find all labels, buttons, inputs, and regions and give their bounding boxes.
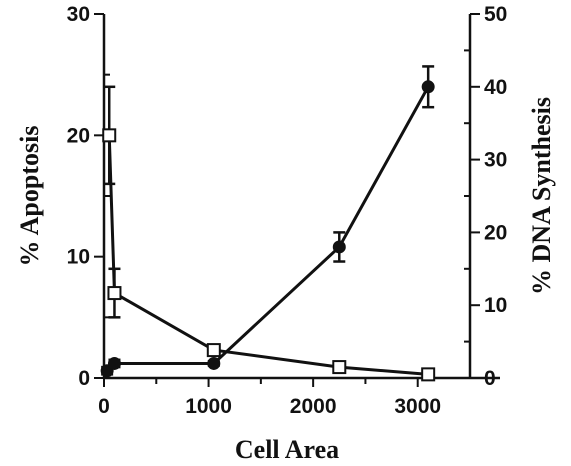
- y-right-tick-label: 40: [484, 76, 507, 99]
- series-1-point: [107, 356, 121, 370]
- y-right-tick-label: 20: [484, 221, 507, 244]
- series-1-point: [332, 240, 346, 254]
- series-0-point: [102, 128, 117, 143]
- axes: 0 10 20 30 0 10 20 30 40 50 0 1000 2000 3000: [67, 3, 508, 418]
- y-left-tick-label: 30: [67, 3, 90, 26]
- x-axis-title: Cell Area: [235, 435, 339, 464]
- y-right-tick-label: 0: [484, 367, 496, 390]
- y-axis-right-title: % DNA Synthesis: [527, 97, 556, 295]
- series-1-line: [106, 86, 430, 372]
- y-left-tick-label: 10: [67, 246, 90, 269]
- y-right-tick-label: 30: [484, 149, 507, 172]
- x-tick-label: 2000: [290, 395, 337, 418]
- x-tick-label: 0: [98, 395, 110, 418]
- y-right-tick-label: 50: [484, 3, 507, 26]
- y-left-tick-label: 0: [78, 367, 90, 390]
- y-left-tick-label: 20: [67, 124, 90, 147]
- x-tick-label: 3000: [394, 395, 441, 418]
- x-tick-label: 1000: [185, 395, 232, 418]
- series-0-point: [332, 360, 347, 375]
- y-axis-left-title: % Apoptosis: [15, 126, 44, 267]
- series-1-point: [207, 356, 221, 370]
- series-0-point: [206, 343, 221, 358]
- series-1-point: [421, 80, 435, 94]
- series-layer: [100, 65, 436, 382]
- series-0-point: [107, 286, 122, 301]
- y-right-tick-label: 10: [484, 294, 507, 317]
- series-0-point: [421, 367, 436, 382]
